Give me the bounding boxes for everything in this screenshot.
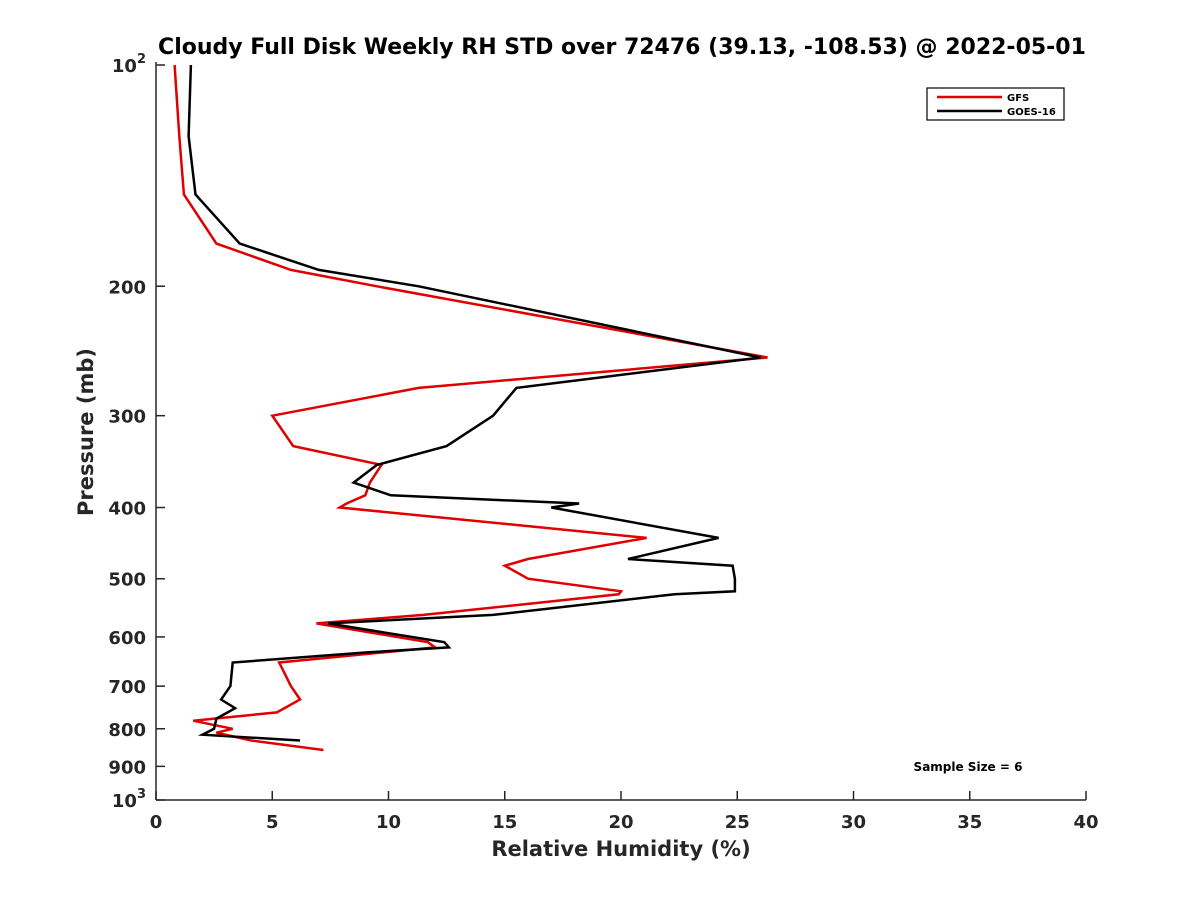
x-tick-label: 10 xyxy=(376,812,401,833)
x-tick-label: 25 xyxy=(725,812,750,833)
y-tick-label: 300 xyxy=(108,407,146,428)
series-lines xyxy=(173,64,768,752)
y-tick-label: 800 xyxy=(108,720,146,741)
x-tick-label: 40 xyxy=(1073,812,1098,833)
legend-label: GFS xyxy=(1007,93,1029,104)
plot-area xyxy=(155,62,1086,801)
y-tick-label: 500 xyxy=(108,570,146,591)
x-tick-label: 0 xyxy=(150,812,163,833)
series-line-gfs xyxy=(173,64,768,752)
y-tick-base: 400 xyxy=(108,499,146,520)
sample-size-annotation: Sample Size = 6 xyxy=(914,760,1023,774)
y-tick-label: 400 xyxy=(108,499,146,520)
y-tick-base: 10 xyxy=(112,56,137,77)
x-axis-ticks: 0 5 10 15 20 25 30 35 40 xyxy=(150,791,1099,833)
y-tick-label: 102 xyxy=(112,52,146,77)
y-tick-base: 200 xyxy=(108,277,146,298)
y-tick-label: 600 xyxy=(108,628,146,649)
y-tick-label: 200 xyxy=(108,277,146,298)
x-tick-label: 35 xyxy=(957,812,982,833)
y-tick-base: 900 xyxy=(108,757,146,778)
y-tick-base: 300 xyxy=(108,407,146,428)
y-tick-base: 10 xyxy=(112,791,137,812)
legend-box xyxy=(926,87,1065,121)
y-tick-base: 700 xyxy=(108,677,146,698)
chart-title: Cloudy Full Disk Weekly RH STD over 7247… xyxy=(158,35,1086,60)
legend: GFS GOES-16 xyxy=(926,87,1065,121)
x-tick-label: 30 xyxy=(841,812,866,833)
series-line-goes-16 xyxy=(187,64,761,742)
x-tick-label: 15 xyxy=(492,812,517,833)
x-tick-label: 20 xyxy=(608,812,633,833)
x-tick-label: 5 xyxy=(266,812,279,833)
y-axis-label: Pressure (mb) xyxy=(74,348,98,516)
y-tick-base: 800 xyxy=(108,720,146,741)
y-tick-label: 900 xyxy=(108,757,146,778)
legend-label: GOES-16 xyxy=(1007,107,1056,118)
y-tick-label: 700 xyxy=(108,677,146,698)
y-tick-label: 103 xyxy=(112,787,146,812)
y-tick-exponent: 2 xyxy=(137,52,146,67)
x-axis-label: Relative Humidity (%) xyxy=(491,837,750,861)
y-tick-base: 500 xyxy=(108,570,146,591)
y-tick-base: 600 xyxy=(108,628,146,649)
y-tick-exponent: 3 xyxy=(137,787,146,802)
